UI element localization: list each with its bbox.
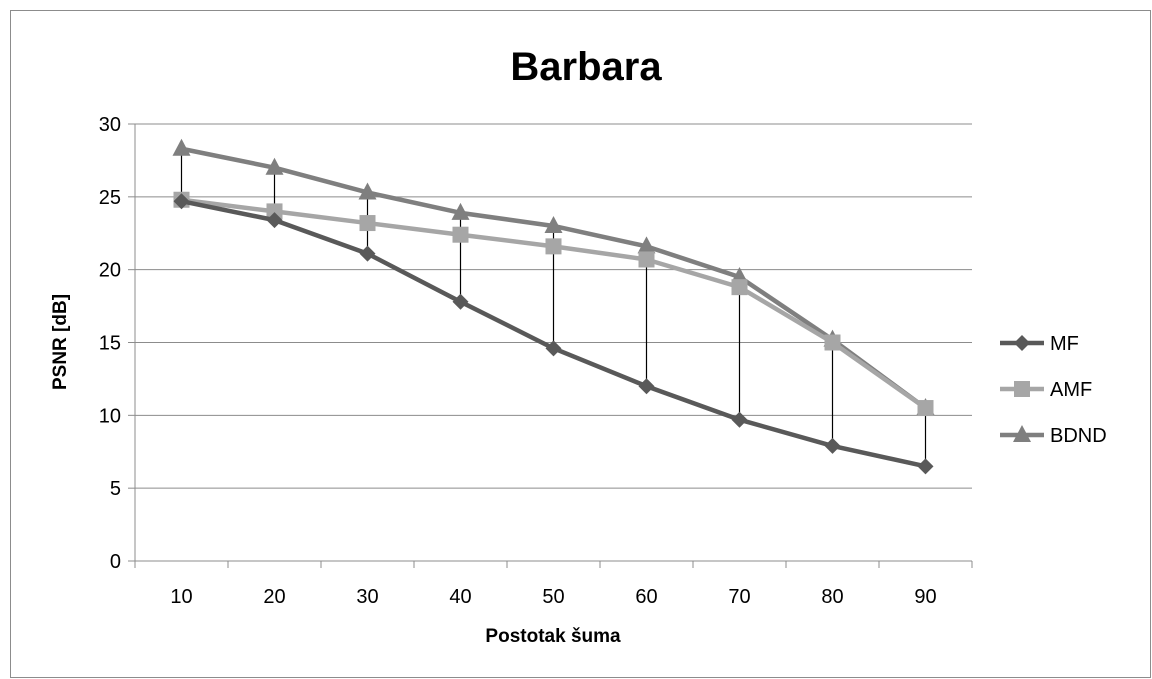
- y-tick-label-25: 25: [99, 187, 121, 209]
- x-tick-label-30: 30: [356, 586, 378, 608]
- point-amf-20: [266, 203, 283, 220]
- point-mf-70: [731, 411, 748, 428]
- x-tick-label-10: 10: [170, 586, 192, 608]
- x-tick-label-40: 40: [449, 586, 471, 608]
- legend-label-mf: MF: [1050, 333, 1079, 355]
- y-tick-label-10: 10: [99, 405, 121, 427]
- x-tick-label-90: 90: [914, 586, 936, 608]
- x-tick-labels: 10 20 30 40 50 60 70 80 90: [170, 586, 936, 608]
- point-amf-90: [917, 400, 934, 417]
- legend-label-amf: AMF: [1050, 379, 1092, 401]
- legend-label-bdnd: BDND: [1050, 425, 1107, 447]
- point-bdnd-50: [544, 215, 563, 233]
- legend-marker-bdnd: [1013, 425, 1031, 442]
- point-bdnd-40: [451, 202, 470, 220]
- point-mf-10: [173, 193, 190, 210]
- x-tick-label-50: 50: [542, 586, 564, 608]
- point-mf-30: [359, 245, 376, 262]
- y-tick-labels: 0 5 10 15 20 25 30: [99, 114, 121, 573]
- point-mf-90: [917, 458, 934, 475]
- x-tick-label-20: 20: [263, 586, 285, 608]
- y-tick-label-0: 0: [110, 551, 121, 573]
- chart-frame: [10, 10, 1151, 678]
- legend-marker-mf: [1014, 335, 1030, 351]
- point-amf-60: [638, 251, 655, 268]
- y-tick-label-20: 20: [99, 260, 121, 282]
- y-axis-label: PSNR [dB]: [50, 294, 71, 390]
- point-bdnd-60: [637, 236, 656, 254]
- y-tick-label-15: 15: [99, 333, 121, 355]
- y-tick-label-30: 30: [99, 114, 121, 136]
- x-axis-label: Postotak šuma: [485, 626, 621, 647]
- x-tick-label-80: 80: [821, 586, 843, 608]
- legend: MF AMF BDND: [1000, 333, 1107, 447]
- point-amf-40: [452, 226, 469, 243]
- legend-marker-amf: [1014, 381, 1030, 397]
- point-bdnd-20: [265, 157, 284, 175]
- point-mf-50: [545, 340, 562, 357]
- point-mf-80: [824, 437, 841, 454]
- series-mf: [173, 193, 934, 475]
- point-mf-20: [266, 212, 283, 229]
- point-mf-60: [638, 378, 655, 395]
- data-series: [172, 138, 935, 475]
- point-mf-40: [452, 293, 469, 310]
- x-tick-label-70: 70: [728, 586, 750, 608]
- point-bdnd-10: [172, 138, 191, 156]
- point-amf-80: [824, 334, 841, 351]
- axes: [128, 123, 973, 568]
- x-tick-label-60: 60: [635, 586, 657, 608]
- chart-title: Barbara: [510, 45, 662, 89]
- point-amf-30: [359, 215, 376, 232]
- point-amf-50: [545, 238, 562, 255]
- point-bdnd-30: [358, 182, 377, 200]
- point-amf-70: [731, 279, 748, 296]
- y-tick-label-5: 5: [110, 478, 121, 500]
